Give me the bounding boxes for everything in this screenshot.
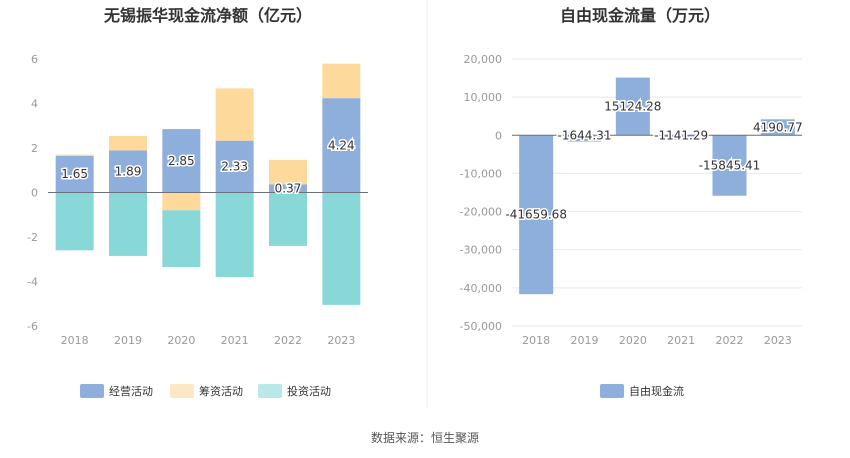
bar-2020-s1	[162, 192, 201, 211]
data-label-2021: 2.33	[221, 160, 248, 174]
bar-2022-s0	[712, 135, 747, 196]
data-label-2019: 1.89	[115, 164, 142, 178]
data-label-2023: 4.24	[328, 138, 355, 152]
bar-2021-s2	[215, 192, 254, 278]
bar-2021-s1	[215, 88, 254, 141]
chart-title: 无锡振华现金流净额（亿元）	[103, 6, 312, 25]
y-tick-label: -50,000	[460, 320, 502, 333]
y-tick-label: -2	[27, 231, 38, 244]
bar-2018-s2	[55, 192, 94, 251]
x-tick-label: 2018	[61, 334, 89, 347]
bar-2021-s0	[664, 135, 699, 140]
y-tick-label: -30,000	[460, 244, 502, 257]
y-tick-label: 0	[495, 129, 502, 142]
x-tick-label: 2019	[571, 334, 599, 347]
legend-swatch-0	[80, 384, 104, 398]
x-tick-label: 2023	[327, 334, 355, 347]
x-tick-label: 2022	[716, 334, 744, 347]
free-cashflow-panel: 自由现金流量（万元） -50,000 -40,000 -30,000 -20,000 -1…	[460, 6, 804, 398]
bar-2020-s0	[162, 129, 201, 193]
bar-2018-s1	[55, 154, 94, 156]
legend-label-1: 筹资活动	[199, 384, 243, 398]
x-tick-label: 2023	[764, 334, 792, 347]
bar-2023-s1	[322, 63, 361, 99]
bar-2023-s0	[322, 98, 361, 193]
y-tick-label: 2	[31, 142, 38, 155]
y-tick-label: 6	[31, 53, 38, 66]
y-tick-label: 20,000	[464, 53, 503, 66]
y-tick-label: 0	[31, 187, 38, 200]
y-tick-label: -6	[27, 320, 38, 333]
data-label-2018: -41659.68	[505, 208, 567, 222]
data-label-2020: 15124.28	[604, 99, 661, 113]
legend-label-0: 自由现金流	[629, 384, 684, 398]
x-tick-label: 2020	[167, 334, 195, 347]
bar-2022-s0	[269, 184, 307, 193]
data-source: 数据来源：恒生聚源	[370, 431, 479, 445]
data-label-2018: 1.65	[61, 167, 88, 181]
bar-2019-s0	[567, 135, 602, 142]
data-label-2022: -15845.41	[699, 159, 761, 173]
data-label-2022: 0.37	[275, 181, 302, 195]
bar-2023-s0	[760, 119, 795, 136]
bar-2019-s2	[109, 192, 147, 256]
bar-2022-s2	[269, 192, 307, 246]
bar-2018-s0	[519, 135, 554, 295]
data-label-2023: 4190.77	[753, 120, 803, 134]
x-tick-label: 2018	[522, 334, 550, 347]
bar-2019-s0	[109, 150, 147, 193]
x-tick-label: 2019	[114, 334, 142, 347]
y-tick-label: -40,000	[460, 282, 502, 295]
x-tick-label: 2021	[667, 334, 695, 347]
data-label-2021: -1141.29	[654, 128, 708, 142]
legend-swatch-0	[600, 384, 624, 398]
data-label-2020: 2.85	[168, 154, 195, 168]
x-tick-label: 2020	[619, 334, 647, 347]
bar-2022-s1	[269, 159, 307, 185]
legend-swatch-2	[258, 384, 282, 398]
y-tick-label: -4	[27, 276, 38, 289]
bar-2018-s0	[55, 155, 94, 193]
y-tick-label: -20,000	[460, 206, 502, 219]
x-tick-label: 2021	[221, 334, 249, 347]
legend-label-2: 投资活动	[287, 384, 331, 398]
legend-label-0: 经营活动	[109, 384, 153, 398]
bar-2020-s0	[615, 77, 650, 136]
chart-title: 自由现金流量（万元）	[560, 6, 720, 25]
x-tick-label: 2022	[274, 334, 302, 347]
legend-swatch-1	[170, 384, 194, 398]
data-label-2019: -1644.31	[558, 128, 612, 142]
y-tick-label: -10,000	[460, 167, 502, 180]
cashflow-panel: 无锡振华现金流净额（亿元） -6 -4 -2 0 2 4 6 1.65 1.89 2.85 2.33 0…	[27, 6, 368, 398]
y-tick-label: 10,000	[464, 91, 503, 104]
bar-2023-s2	[322, 192, 361, 305]
bar-2021-s0	[215, 140, 254, 193]
bar-2020-s2	[162, 210, 201, 268]
bar-2019-s1	[109, 135, 147, 151]
y-tick-label: 4	[31, 98, 38, 111]
chart-canvas: 无锡振华现金流净额（亿元） -6 -4 -2 0 2 4 6 1.65 1.89 2.85 2.33 0…	[27, 0, 804, 408]
